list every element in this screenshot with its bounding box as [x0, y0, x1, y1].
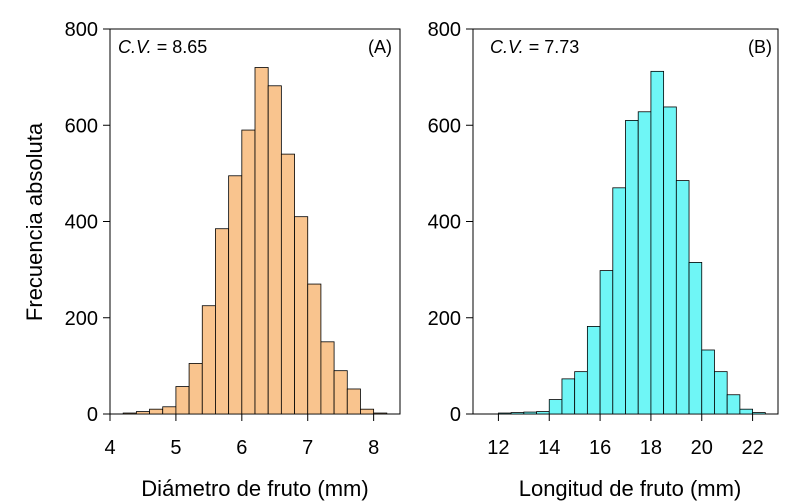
- panel-a-cv-value: = 8.65: [157, 37, 208, 57]
- panel-a-bar: [122, 412, 137, 415]
- x-tick-label: 18: [640, 437, 662, 459]
- panel-a-tag: (A): [368, 37, 392, 57]
- panel-a-bar: [201, 305, 216, 415]
- panel-b-bar: [752, 412, 766, 415]
- panel-b-cv-label: C.V.: [490, 37, 524, 57]
- panel-a-bar: [294, 216, 309, 415]
- x-tick-label: 14: [538, 437, 560, 459]
- panel-a-bar: [149, 408, 164, 415]
- x-tick-label: 20: [691, 437, 713, 459]
- panel-a-bar: [241, 129, 256, 415]
- y-tick-label: 200: [65, 308, 98, 330]
- panel-b-x-ticks: 12 14 16 18 20 22: [487, 414, 764, 459]
- panel-b-bar: [688, 262, 703, 415]
- panel-a-bar: [215, 228, 230, 415]
- y-tick-label: 200: [428, 308, 461, 330]
- panel-a-bar: [188, 363, 203, 415]
- y-tick-label: 600: [65, 115, 98, 137]
- x-tick-label: 22: [741, 437, 763, 459]
- panel-a-bar: [320, 341, 335, 415]
- panel-b-bar: [625, 120, 639, 415]
- panel-b-bar: [726, 394, 741, 415]
- panel-b-bar: [574, 371, 588, 415]
- panel-a-cv-label: C.V.: [118, 37, 152, 57]
- panel-a-bar: [346, 388, 361, 415]
- panel-b-bar: [701, 349, 715, 415]
- panel-a-cv-annotation: C.V. = 8.65: [118, 37, 207, 57]
- panel-b-bar: [612, 187, 626, 415]
- panel-b-cv-annotation: C.V. = 7.73: [490, 37, 579, 57]
- panel-b: 12 14 16 18 20 22 0 200 400 600 800 C.V. = 7.73 (…: [428, 19, 779, 501]
- panel-a-bar: [360, 408, 375, 415]
- panel-b-bar: [510, 412, 525, 415]
- panel-a: 4 5 6 7 8 0 200 400 600 800 C.V. = 8.65 (A) Diám…: [65, 19, 401, 501]
- panel-a-bar: [162, 406, 177, 415]
- panel-b-bar: [548, 399, 563, 415]
- panel-a-bar: [135, 411, 150, 415]
- panel-b-cv-value: = 7.73: [529, 37, 580, 57]
- panel-a-x-ticks: 4 5 6 7 8: [104, 414, 379, 459]
- panel-a-bars: [122, 67, 388, 415]
- panel-a-x-axis-title: Diámetro de fruto (mm): [141, 476, 368, 501]
- x-tick-label: 16: [589, 437, 611, 459]
- x-tick-label: 12: [487, 437, 509, 459]
- panel-a-bar: [267, 85, 282, 415]
- y-tick-label: 0: [450, 404, 461, 426]
- panel-a-bar: [175, 386, 190, 415]
- panel-a-bar: [228, 175, 243, 415]
- panel-b-bar: [675, 180, 690, 415]
- y-tick-label: 0: [87, 404, 98, 426]
- panel-a-bar: [373, 412, 388, 415]
- y-axis-title: Frecuencia absoluta: [22, 122, 47, 321]
- y-tick-label: 400: [65, 212, 98, 234]
- panel-b-x-axis-title: Longitud de fruto (mm): [519, 476, 742, 501]
- panel-b-bar: [561, 378, 576, 415]
- x-tick-label: 4: [104, 437, 115, 459]
- y-tick-label: 800: [428, 19, 461, 41]
- y-tick-label: 800: [65, 19, 98, 41]
- panel-a-bar: [333, 370, 348, 415]
- panel-b-bar: [637, 111, 652, 415]
- y-tick-label: 400: [428, 212, 461, 234]
- panel-b-bar: [536, 411, 550, 415]
- panel-b-bar: [599, 270, 614, 415]
- panel-b-bar: [739, 408, 753, 415]
- panel-b-y-ticks: 0 200 400 600 800: [428, 19, 473, 426]
- panel-a-bar: [254, 67, 269, 415]
- x-tick-label: 8: [368, 437, 379, 459]
- panel-a-bar: [280, 153, 295, 415]
- panel-a-bar: [307, 283, 322, 415]
- panel-b-bar: [586, 326, 601, 415]
- x-tick-label: 7: [302, 437, 313, 459]
- panel-a-y-ticks: 0 200 400 600 800: [65, 19, 110, 426]
- panel-b-bar: [650, 70, 665, 415]
- x-tick-label: 5: [170, 437, 181, 459]
- panel-b-bar: [714, 371, 728, 415]
- x-tick-label: 6: [236, 437, 247, 459]
- panel-b-bars: [498, 70, 766, 415]
- panel-b-tag: (B): [748, 37, 772, 57]
- panel-b-bar: [498, 412, 512, 415]
- panel-b-bar: [663, 106, 677, 415]
- y-tick-label: 600: [428, 115, 461, 137]
- panel-b-bar: [523, 411, 537, 415]
